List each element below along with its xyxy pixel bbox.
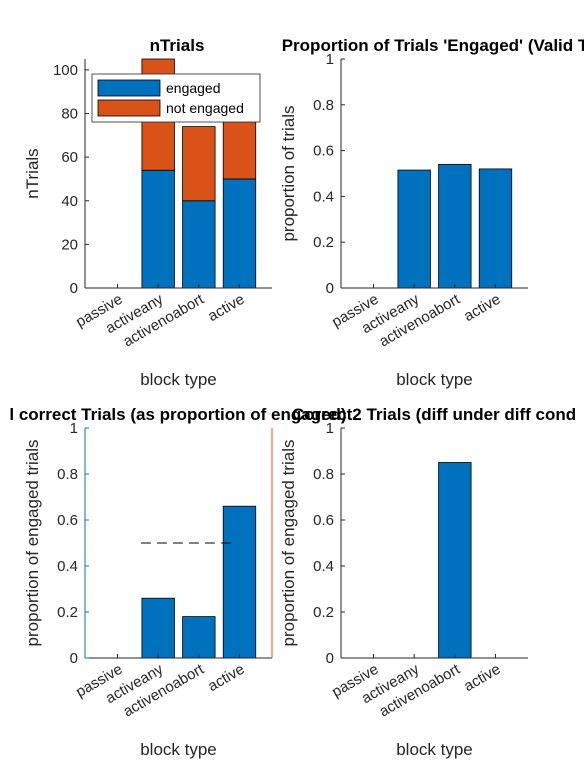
y-tick-label: 80 <box>61 106 78 123</box>
y-tick-label: 0.6 <box>313 512 334 529</box>
bar-active <box>222 505 257 659</box>
x-tick-label: active <box>205 291 247 325</box>
bar-activenoabort <box>438 462 472 659</box>
x-axis-label: block type <box>140 370 217 389</box>
bar-activenoabort <box>182 616 216 659</box>
y-tick-label: 0.2 <box>313 604 334 621</box>
y-tick-label: 0.8 <box>313 97 334 114</box>
chart-panel-1: 020406080100passiveactiveanyactivenoabor… <box>23 36 272 389</box>
y-tick-label: 100 <box>53 62 78 79</box>
y-tick-label: 40 <box>61 193 78 210</box>
y-tick-label: 0.6 <box>313 143 334 160</box>
y-tick-label: 0.2 <box>57 604 78 621</box>
y-tick-label: 20 <box>61 236 78 253</box>
y-tick-label: 0.2 <box>313 234 334 251</box>
y-tick-label: 0.6 <box>57 512 78 529</box>
y-tick-label: 1 <box>326 420 334 437</box>
bar-engaged-activenoabort <box>182 200 216 289</box>
y-tick-label: 0.8 <box>57 466 78 483</box>
y-axis-label: nTrials <box>23 148 42 198</box>
bar-activenoabort <box>438 163 472 289</box>
y-tick-label: 0 <box>326 650 334 667</box>
y-tick-label: 0.4 <box>57 558 78 575</box>
y-tick-label: 0 <box>70 280 78 297</box>
x-axis-label: block type <box>140 740 217 759</box>
chart-title: Proportion of Trials 'Engaged' (Valid T <box>282 36 584 55</box>
chart-panel-2: 00.20.40.60.81passiveactiveanyactivenoab… <box>279 36 584 389</box>
chart-title: nTrials <box>150 36 205 55</box>
legend-swatch-not-engaged <box>97 99 161 117</box>
y-tick-label: 0.4 <box>313 558 334 575</box>
x-tick-label: active <box>461 661 503 695</box>
y-tick-label: 0 <box>326 280 334 297</box>
x-tick-label: active <box>461 291 503 325</box>
chart-panel-4: 00.20.40.60.81passiveactiveanyactivenoab… <box>279 405 576 759</box>
bar-engaged-active <box>222 178 257 289</box>
y-tick-label: 0.8 <box>313 466 334 483</box>
y-axis-label: proportion of trials <box>279 105 298 241</box>
bar-activeany <box>397 169 431 289</box>
chart-title: Correct2 Trials (diff under diff cond <box>292 405 576 424</box>
y-axis-label: proportion of engaged trials <box>23 440 42 647</box>
y-tick-label: 0.4 <box>313 188 334 205</box>
chart-title: l correct Trials (as proportion of engag… <box>9 405 346 424</box>
y-tick-label: 0 <box>70 650 78 667</box>
legend: engaged not engaged <box>91 73 261 123</box>
y-tick-label: 1 <box>326 51 334 68</box>
legend-swatch-engaged <box>97 79 161 97</box>
bar-active <box>478 168 513 289</box>
bar-activeany <box>141 597 175 659</box>
x-axis-label: block type <box>396 370 473 389</box>
y-tick-label: 60 <box>61 149 78 166</box>
bar-engaged-activeany <box>141 169 175 289</box>
x-axis-label: block type <box>396 740 473 759</box>
y-axis-label: proportion of engaged trials <box>279 440 298 647</box>
legend-label: not engaged <box>166 100 244 116</box>
y-tick-label: 1 <box>70 420 78 437</box>
legend-label: engaged <box>166 80 221 96</box>
x-tick-label: active <box>205 661 247 695</box>
bar-not-engaged-activenoabort <box>182 126 216 202</box>
